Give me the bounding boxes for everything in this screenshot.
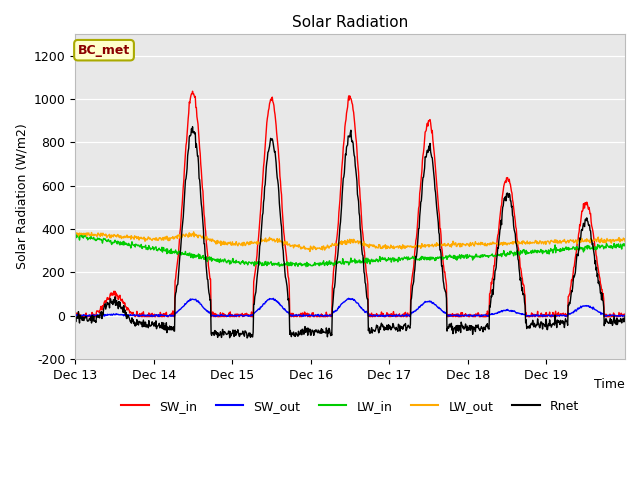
SW_in xyxy=(263,120,271,126)
SW_out xyxy=(71,312,79,318)
Line: SW_out: SW_out xyxy=(75,298,625,316)
Rnet xyxy=(611,317,618,323)
SW_in xyxy=(611,313,618,319)
SW_in xyxy=(609,313,616,319)
LW_out xyxy=(71,232,79,238)
Rnet xyxy=(321,330,329,336)
LW_out xyxy=(262,239,270,245)
LW_in xyxy=(364,260,371,266)
Rnet xyxy=(71,313,79,319)
LW_in xyxy=(621,241,629,247)
SW_out xyxy=(345,295,353,301)
LW_out xyxy=(190,229,198,235)
Rnet xyxy=(609,323,616,328)
LW_in xyxy=(262,261,270,267)
Rnet xyxy=(263,159,271,165)
LW_in xyxy=(321,261,329,266)
Legend: SW_in, SW_out, LW_in, LW_out, Rnet: SW_in, SW_out, LW_in, LW_out, Rnet xyxy=(116,395,584,418)
LW_in xyxy=(302,264,310,270)
SW_in xyxy=(79,314,86,320)
Text: BC_met: BC_met xyxy=(78,44,130,57)
SW_out xyxy=(84,313,92,319)
LW_out xyxy=(621,239,629,244)
SW_out xyxy=(262,299,270,305)
SW_in xyxy=(621,312,629,317)
LW_out xyxy=(364,243,371,249)
LW_out xyxy=(609,238,616,243)
SW_out xyxy=(117,312,125,317)
Rnet xyxy=(621,313,629,319)
SW_out xyxy=(321,312,328,318)
SW_in xyxy=(364,276,371,282)
Line: LW_in: LW_in xyxy=(75,234,625,267)
Y-axis label: Solar Radiation (W/m2): Solar Radiation (W/m2) xyxy=(15,123,28,269)
Rnet xyxy=(364,296,371,302)
Rnet xyxy=(243,335,251,341)
SW_in xyxy=(71,312,79,318)
Line: SW_in: SW_in xyxy=(75,91,625,317)
LW_out xyxy=(611,238,618,244)
Line: Rnet: Rnet xyxy=(75,127,625,338)
SW_out xyxy=(609,312,616,318)
LW_out xyxy=(306,249,314,254)
LW_in xyxy=(609,246,616,252)
SW_out xyxy=(621,313,629,319)
Rnet xyxy=(116,304,124,310)
SW_in xyxy=(189,88,196,94)
LW_in xyxy=(117,240,125,245)
LW_out xyxy=(116,233,124,239)
SW_out xyxy=(364,310,371,316)
SW_in xyxy=(117,298,125,303)
LW_in xyxy=(71,233,79,239)
SW_in xyxy=(321,313,329,319)
LW_in xyxy=(611,242,618,248)
LW_in xyxy=(82,231,90,237)
Rnet xyxy=(189,124,196,130)
Text: Time: Time xyxy=(595,378,625,391)
SW_out xyxy=(611,313,618,319)
LW_out xyxy=(321,245,329,251)
Line: LW_out: LW_out xyxy=(75,232,625,252)
Title: Solar Radiation: Solar Radiation xyxy=(292,15,408,30)
